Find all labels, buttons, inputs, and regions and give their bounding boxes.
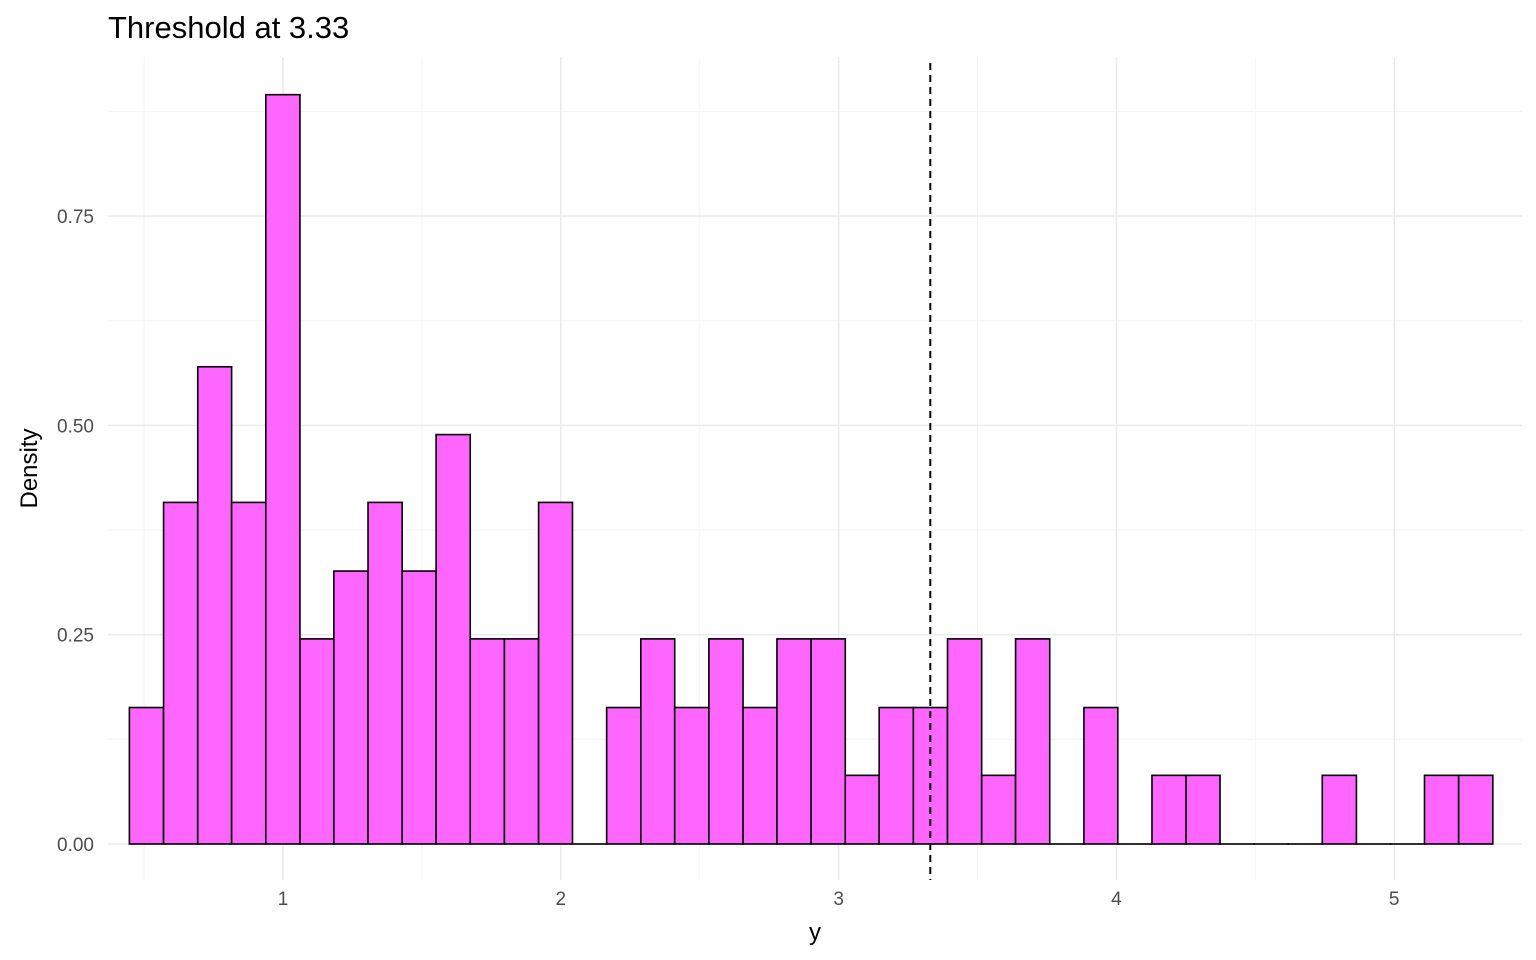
x-axis-tick-labels: 1 2 3 4 5 [278,889,1400,910]
histogram-bar [673,706,710,845]
y-tick-label: 0.75 [57,207,94,228]
histogram-bar [1014,638,1051,845]
x-tick-label: 3 [833,889,844,910]
histogram-bar [537,501,574,845]
histogram-bar [980,774,1017,845]
histogram-bar [1321,774,1358,845]
x-tick-label: 2 [556,889,567,910]
x-axis-title: y [809,919,821,946]
histogram-bar [1423,774,1460,845]
histogram-bar [196,365,233,845]
histogram-bar [742,706,778,845]
y-tick-label: 0.25 [57,626,94,647]
x-tick-label: 4 [1111,889,1122,910]
chart-title: Threshold at 3.33 [108,10,350,45]
histogram-bar [333,570,369,845]
histogram-bar [367,501,403,845]
histogram-bar [776,638,812,845]
histogram-bar [401,570,437,845]
histogram-bar [1151,774,1187,845]
y-axis-tick-labels: 0.00 0.25 0.50 0.75 [57,207,94,856]
histogram-bar [708,638,744,845]
histogram-bar [810,638,847,845]
histogram-bar [230,501,267,845]
y-tick-label: 0.00 [57,835,94,856]
histogram-bar [162,501,199,845]
x-tick-label: 5 [1389,889,1400,910]
y-axis-title: Density [16,428,43,508]
histogram-bars [128,93,1494,845]
histogram-bar [1457,774,1494,845]
histogram-bar [946,638,983,845]
histogram-bar [503,638,540,845]
histogram-bar [640,638,676,845]
x-tick-label: 1 [278,889,289,910]
histogram-bar [844,774,880,845]
histogram-bar [605,706,642,845]
histogram-bar [128,706,165,845]
histogram-bar [264,93,301,845]
histogram-bar [469,638,506,845]
histogram-bar [878,706,915,845]
histogram-bar [435,433,472,845]
histogram-bar [299,638,335,845]
histogram-bar [1083,706,1119,845]
y-tick-label: 0.50 [57,416,94,437]
histogram-bar [1185,774,1221,845]
